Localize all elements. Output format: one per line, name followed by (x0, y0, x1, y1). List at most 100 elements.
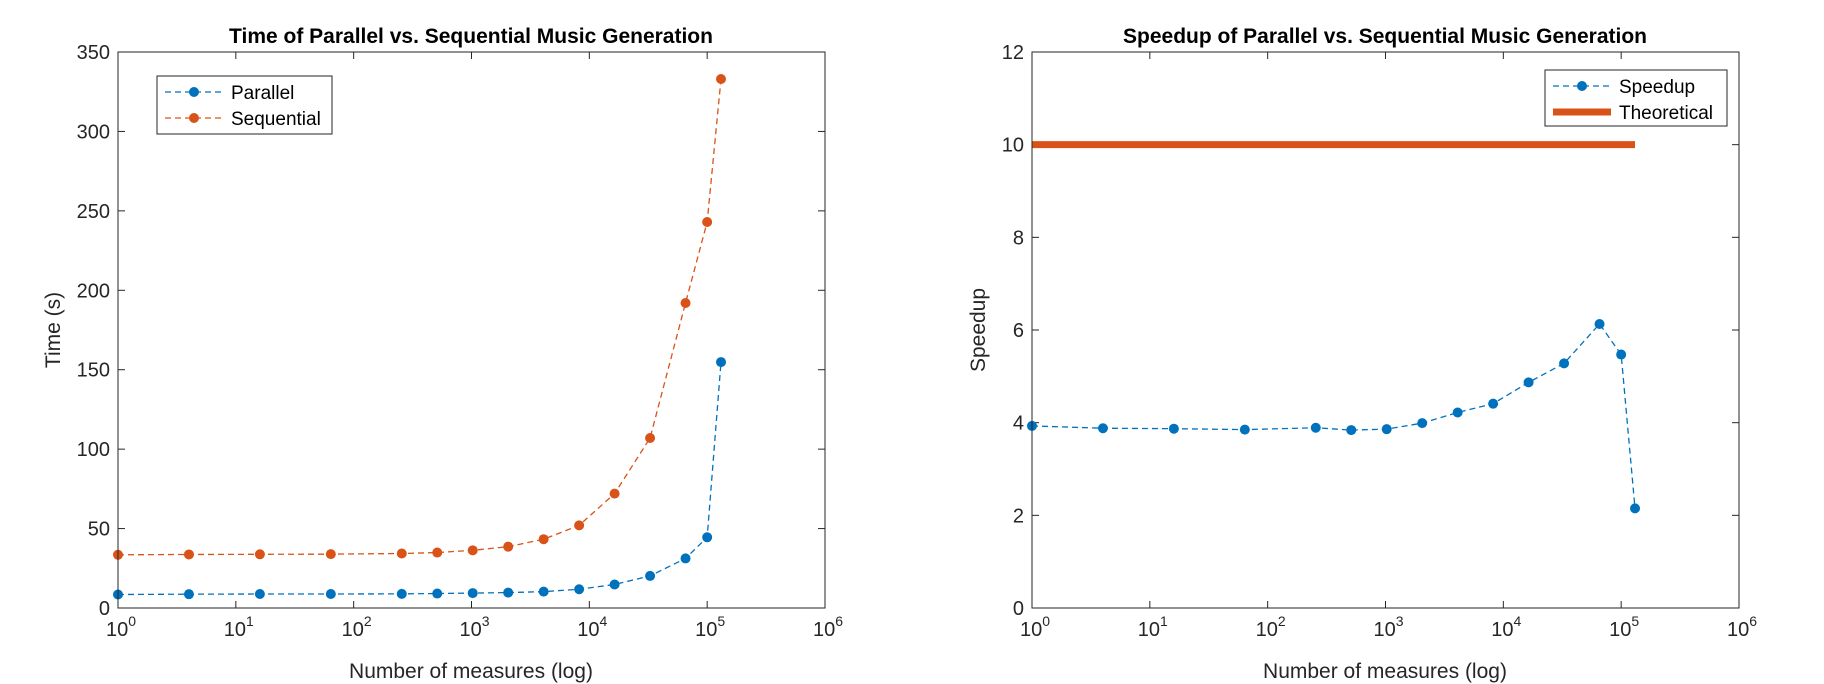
sequential-data-point (467, 545, 478, 556)
sequential-data-point (716, 74, 727, 85)
y-tick-label: 50 (88, 519, 110, 541)
sequential-data-point (396, 548, 407, 559)
x-tick-label: 101 (224, 613, 254, 641)
sequential-data-point (325, 549, 336, 560)
x-tick-label: 102 (1256, 613, 1286, 641)
legend: Parallel Sequential (156, 75, 333, 135)
sequential-data-point (609, 488, 620, 499)
x-tick-exponent: 5 (1631, 613, 1639, 629)
x-tick-base: 10 (1491, 619, 1513, 641)
parallel-legend-label: Parallel (231, 83, 294, 104)
plot-frame (1031, 51, 1740, 609)
sequential-legend-marker (189, 113, 199, 123)
speedup-data-point (1168, 423, 1179, 434)
x-tick-label: 106 (813, 613, 843, 641)
x-tick-exponent: 6 (1749, 613, 1757, 629)
x-tick-label: 100 (106, 613, 136, 641)
series-layer (113, 74, 727, 600)
speedup-data-point (1097, 423, 1108, 434)
y-tick-label: 2 (1013, 505, 1024, 527)
parallel-data-point (503, 587, 514, 598)
y-axis-label: Time (s) (42, 292, 65, 368)
x-tick-exponent: 0 (1042, 613, 1050, 629)
x-tick-label: 106 (1727, 613, 1757, 641)
speedup-data-point (1616, 349, 1627, 360)
parallel-data-point (645, 570, 656, 581)
x-axis-label: Number of measures (log) (349, 660, 593, 683)
x-tick-label: 104 (1491, 613, 1521, 641)
theoretical-legend-label: Theoretical (1619, 103, 1713, 124)
parallel-data-point (609, 579, 620, 590)
y-tick-label: 0 (1013, 598, 1024, 620)
y-tick-label: 350 (77, 42, 110, 64)
x-tick-base: 10 (106, 619, 128, 641)
speedup-data-point (1594, 318, 1605, 329)
sequential-data-point (680, 297, 691, 308)
x-tick-exponent: 0 (128, 613, 136, 629)
tick-labels: 100 101 102 103 104 105 1060501001502002503003… (77, 42, 844, 641)
x-tick-exponent: 4 (600, 613, 608, 629)
parallel-data-point (432, 588, 443, 599)
x-tick-base: 10 (459, 619, 481, 641)
legend-box (1544, 69, 1728, 127)
x-tick-base: 10 (813, 619, 835, 641)
plot-area (118, 52, 825, 608)
x-tick-label: 105 (695, 613, 725, 641)
sequential-data-point (574, 520, 585, 531)
x-axis-label: Number of measures (log) (1263, 660, 1507, 683)
x-tick-base: 10 (1609, 619, 1631, 641)
x-tick-exponent: 2 (364, 613, 372, 629)
y-tick-label: 250 (77, 201, 110, 223)
speedup-data-point (1488, 398, 1499, 409)
x-tick-exponent: 1 (1160, 613, 1168, 629)
parallel-data-point (538, 586, 549, 597)
x-tick-base: 10 (577, 619, 599, 641)
plot-frame (117, 51, 826, 609)
x-tick-base: 10 (1020, 619, 1042, 641)
y-tick-label: 4 (1013, 413, 1024, 435)
x-tick-base: 10 (1138, 619, 1160, 641)
speedup-data-point (1523, 377, 1534, 388)
y-tick-label: 10 (1002, 135, 1024, 157)
parallel-data-point (183, 589, 194, 600)
x-tick-label: 105 (1609, 613, 1639, 641)
x-tick-exponent: 3 (1396, 613, 1404, 629)
y-tick-label: 12 (1002, 42, 1024, 64)
sequential-data-point (503, 541, 514, 552)
x-tick-label: 101 (1138, 613, 1168, 641)
x-tick-base: 10 (1727, 619, 1749, 641)
parallel-legend-marker (189, 87, 199, 97)
x-tick-exponent: 6 (835, 613, 843, 629)
x-tick-base: 10 (695, 619, 717, 641)
y-axis-label: Speedup (967, 288, 990, 372)
parallel-data-point (702, 532, 713, 543)
speedup-legend-label: Speedup (1619, 77, 1695, 98)
speedup-data-point (1559, 358, 1570, 369)
x-tick-base: 10 (224, 619, 246, 641)
sequential-data-point (432, 547, 443, 558)
y-tick-label: 200 (77, 280, 110, 302)
parallel-data-point (396, 588, 407, 599)
chart-title: Time of Parallel vs. Sequential Music Ge… (229, 25, 713, 48)
y-tick-label: 0 (99, 598, 110, 620)
sequential-data-point (702, 216, 713, 227)
speedup-legend-marker (1577, 81, 1587, 91)
speedup-data-point (1239, 424, 1250, 435)
x-tick-base: 10 (1373, 619, 1395, 641)
parallel-data-point (716, 357, 727, 368)
x-tick-label: 104 (577, 613, 607, 641)
y-tick-label: 100 (77, 439, 110, 461)
speedup-data-point (1417, 418, 1428, 429)
sequential-data-point (538, 534, 549, 545)
chart-title: Speedup of Parallel vs. Sequential Music… (1123, 25, 1647, 48)
parallel-data-point (574, 584, 585, 595)
x-tick-label: 103 (459, 613, 489, 641)
parallel-data-point (467, 588, 478, 599)
x-tick-label: 102 (342, 613, 372, 641)
parallel-data-point (325, 589, 336, 600)
speedup-data-point (1381, 424, 1392, 435)
x-tick-exponent: 5 (717, 613, 725, 629)
